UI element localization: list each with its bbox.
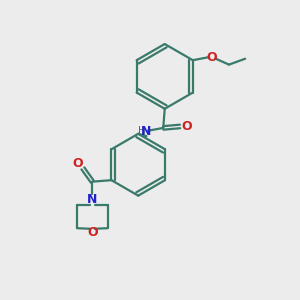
Text: O: O [182,120,192,133]
Text: H: H [138,126,145,136]
Text: O: O [87,226,98,239]
Text: N: N [87,193,98,206]
Text: O: O [207,51,217,64]
Text: N: N [141,125,152,138]
Text: O: O [72,157,83,170]
